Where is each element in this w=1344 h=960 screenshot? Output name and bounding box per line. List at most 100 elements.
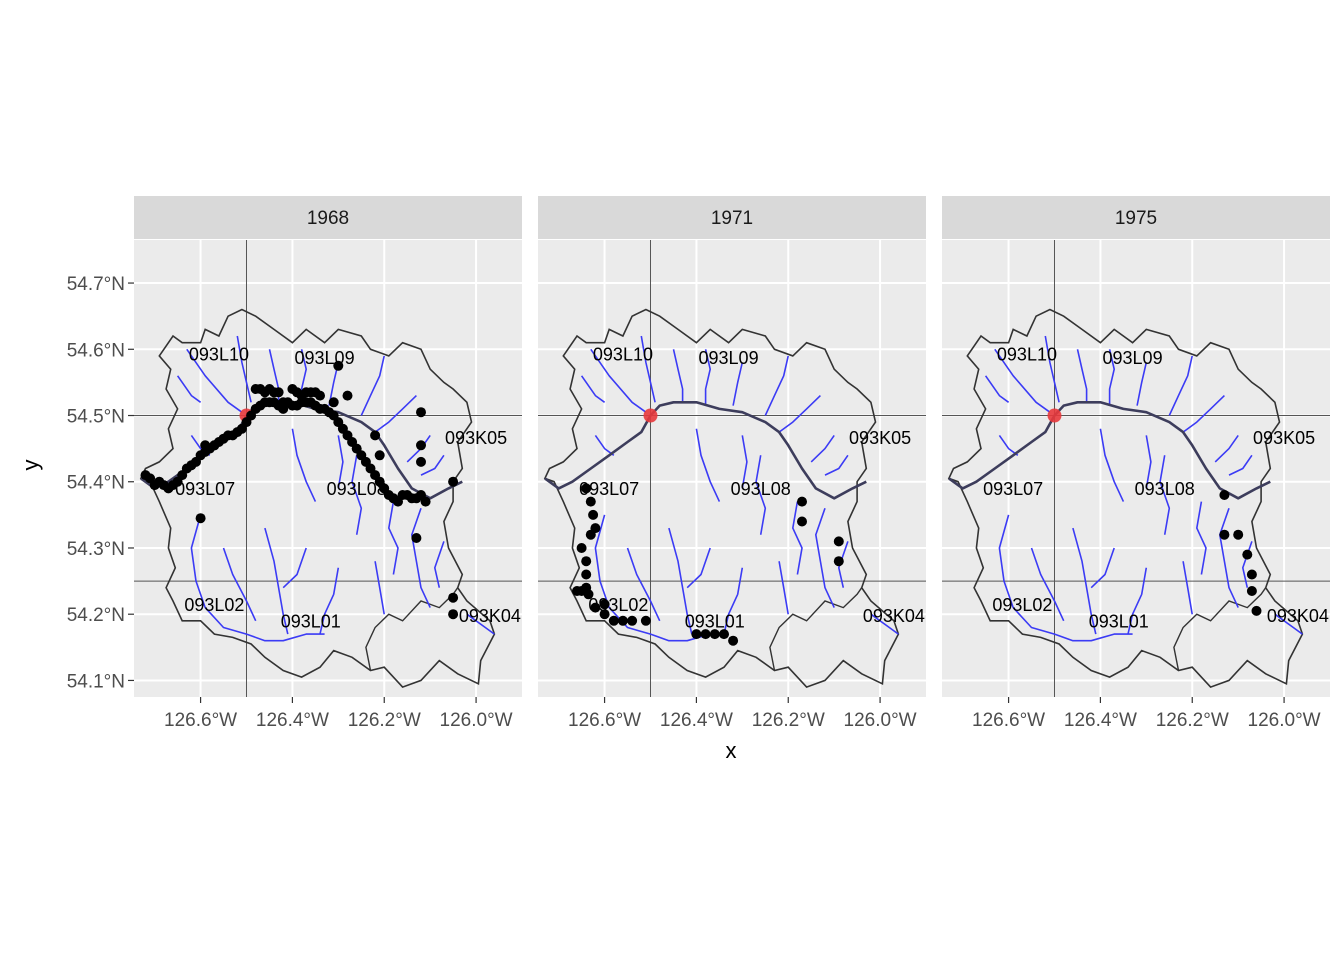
tributary-stream (668, 527, 693, 635)
data-point (411, 533, 422, 543)
tributary-stream (1127, 567, 1148, 635)
data-point (581, 556, 592, 567)
tributary-stream (998, 514, 1133, 642)
x-tick-label: 126.4°W (1064, 710, 1137, 731)
sheet-label: 093L09 (699, 348, 759, 368)
facet-panel-1975: 1975 093L10 093L09 093K05 093L07 093L08 093L02… (942, 196, 1330, 731)
y-tick-label: 54.3°N (67, 539, 125, 560)
data-point (590, 602, 601, 613)
tributary-stream (580, 375, 606, 403)
tributary-stream (984, 375, 1010, 403)
data-point (640, 615, 651, 626)
data-point (709, 629, 720, 640)
sheet-label: 093K05 (1253, 428, 1315, 448)
tributary-stream (1182, 395, 1225, 433)
tributary-stream (1274, 613, 1303, 635)
x-tick-label: 126.6°W (568, 710, 641, 731)
facet-strip-label: 1971 (711, 208, 753, 229)
data-point (576, 586, 587, 596)
tributary-stream (337, 435, 344, 489)
data-point (315, 390, 325, 401)
tributary-stream (176, 375, 202, 403)
tributary-stream (1090, 547, 1115, 589)
sheet-label: 093L07 (983, 479, 1043, 499)
tributary-stream (838, 541, 849, 588)
data-point (728, 635, 739, 646)
tributary-stream (741, 435, 748, 489)
sheet-label: 093L09 (295, 348, 355, 368)
data-point (1242, 549, 1253, 560)
tributary-stream (1044, 335, 1060, 403)
tributary-stream (1030, 547, 1065, 622)
sheet-label: 093K04 (863, 606, 925, 626)
data-point (448, 476, 459, 487)
x-tick-label: 126.4°W (256, 710, 329, 731)
x-tick-label: 126.0°W (440, 710, 513, 731)
data-point (585, 496, 596, 507)
tributary-stream (434, 541, 445, 588)
sheet-label: 093L01 (281, 611, 341, 631)
data-point (1246, 569, 1257, 580)
sheet-label: 093L09 (1103, 348, 1163, 368)
data-point (416, 440, 426, 451)
basin-boundary (947, 308, 1304, 689)
sheet-label: 093L10 (997, 345, 1057, 365)
tributary-stream (815, 507, 835, 608)
tributary-stream (1228, 454, 1253, 476)
tributary-stream (186, 348, 243, 413)
tributary-stream (1145, 435, 1152, 489)
data-point (1219, 490, 1230, 500)
data-point (833, 536, 844, 547)
sub-basin-boundary (769, 587, 863, 671)
data-point (1233, 529, 1244, 540)
data-point (209, 440, 220, 451)
tributary-stream (626, 547, 661, 622)
data-point (797, 516, 807, 527)
tributary-stream (590, 348, 647, 413)
facet-strip (942, 196, 1330, 239)
tributary-stream (291, 428, 317, 502)
tributary-stream (374, 395, 417, 433)
sheet-label: 093L08 (1135, 479, 1195, 499)
sheet-label: 093K04 (459, 606, 521, 626)
facet-strip-label: 1968 (307, 208, 349, 229)
sheet-label: 093L07 (175, 479, 235, 499)
data-point (588, 509, 599, 520)
tributary-stream (732, 362, 744, 406)
tributary-stream (778, 561, 789, 615)
tributary-stream (1219, 507, 1239, 608)
x-tick-label: 126.4°W (660, 710, 733, 731)
reference-point (1047, 408, 1062, 423)
x-tick-label: 126.2°W (752, 710, 825, 731)
tributary-stream (1099, 428, 1125, 502)
data-point (1246, 586, 1257, 596)
tributary-stream (686, 547, 711, 589)
sub-basin-boundary (1173, 587, 1267, 671)
data-point (581, 569, 592, 580)
data-point (273, 387, 284, 398)
data-point (797, 496, 807, 507)
x-tick-label: 126.0°W (1248, 710, 1321, 731)
data-point (333, 360, 344, 371)
sheet-label: 093K04 (1267, 606, 1329, 626)
y-tick-label: 54.2°N (67, 605, 125, 626)
data-point (576, 543, 587, 553)
tributary-stream (870, 613, 899, 635)
y-tick-label: 54.5°N (67, 407, 125, 428)
tributary-stream (222, 547, 257, 622)
y-tick-label: 54.1°N (67, 671, 125, 692)
reference-point (643, 408, 658, 423)
data-point (1219, 529, 1230, 540)
tributary-stream (1072, 527, 1097, 635)
tributary-stream (1196, 501, 1207, 575)
facet-strip-label: 1975 (1115, 208, 1157, 229)
tributary-stream (704, 349, 711, 406)
data-point (627, 615, 638, 626)
sheet-label: 093L10 (189, 345, 249, 365)
tributary-stream (672, 349, 684, 403)
y-axis: 54.1°N 54.2°N 54.3°N 54.4°N 54.5°N 54.6°N 54.7… (67, 274, 134, 692)
basin-boundary (139, 308, 496, 689)
tributary-stream (723, 567, 744, 635)
tributary-stream (824, 454, 849, 476)
